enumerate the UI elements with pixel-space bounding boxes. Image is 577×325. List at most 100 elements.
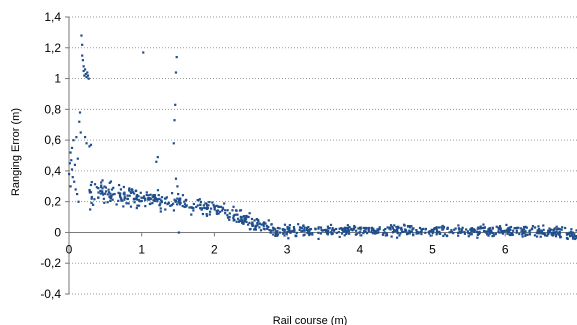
data-point-608 bbox=[536, 229, 539, 232]
data-point-881 bbox=[221, 207, 225, 210]
data-point-294 bbox=[287, 237, 290, 240]
data-point-805 bbox=[488, 227, 491, 230]
data-point-173 bbox=[524, 234, 527, 237]
data-point-401 bbox=[286, 228, 289, 231]
data-point-647 bbox=[226, 216, 230, 219]
y-tick-label-7: 0 bbox=[54, 225, 61, 239]
data-point-700 bbox=[174, 199, 178, 203]
data-point-534 bbox=[130, 188, 133, 191]
data-point-947 bbox=[446, 227, 449, 230]
data-point-449 bbox=[339, 227, 343, 230]
data-point-516 bbox=[570, 234, 573, 237]
data-point-711 bbox=[201, 212, 205, 216]
data-point-657 bbox=[147, 194, 150, 197]
data-point-689 bbox=[572, 235, 575, 239]
data-point-933 bbox=[119, 188, 123, 191]
data-point-919 bbox=[178, 198, 181, 201]
data-point-480 bbox=[463, 230, 466, 234]
data-point-413 bbox=[102, 197, 105, 200]
data-point-101 bbox=[93, 198, 96, 201]
y-tick-label-9: -0,4 bbox=[40, 287, 61, 301]
data-point-611 bbox=[504, 229, 507, 232]
data-point-907 bbox=[326, 233, 329, 236]
data-point-913 bbox=[303, 229, 306, 232]
data-point-411 bbox=[237, 220, 241, 223]
data-point-905 bbox=[385, 232, 388, 235]
data-point-317 bbox=[179, 201, 182, 204]
data-point-776 bbox=[441, 228, 444, 231]
data-point-845 bbox=[218, 210, 222, 213]
data-point-44 bbox=[172, 142, 175, 145]
data-point-719 bbox=[327, 226, 330, 230]
data-point-736 bbox=[397, 225, 400, 228]
data-point-335 bbox=[574, 237, 577, 241]
data-point-517 bbox=[396, 231, 399, 235]
data-point-88 bbox=[409, 230, 412, 233]
data-point-364 bbox=[371, 232, 374, 235]
data-point-682 bbox=[120, 197, 123, 201]
data-point-537 bbox=[518, 232, 521, 236]
data-point-270 bbox=[122, 185, 125, 189]
data-point-834 bbox=[568, 235, 572, 238]
data-point-617 bbox=[438, 230, 441, 233]
data-point-31 bbox=[87, 77, 90, 80]
data-point-32 bbox=[83, 136, 87, 139]
data-point-861 bbox=[183, 205, 186, 209]
data-point-892 bbox=[408, 232, 411, 235]
data-point-162 bbox=[164, 201, 167, 205]
data-point-467 bbox=[451, 231, 454, 234]
data-point-45 bbox=[156, 156, 159, 159]
data-point-847 bbox=[132, 197, 135, 201]
data-point-18 bbox=[79, 131, 82, 134]
data-point-111 bbox=[495, 225, 498, 228]
data-point-280 bbox=[396, 230, 399, 233]
data-point-340 bbox=[172, 209, 176, 212]
data-point-851 bbox=[372, 229, 376, 233]
data-point-303 bbox=[223, 202, 226, 205]
data-point-257 bbox=[343, 226, 347, 229]
data-point-692 bbox=[348, 225, 351, 229]
data-point-289 bbox=[262, 224, 265, 227]
data-point-171 bbox=[463, 232, 467, 235]
data-point-852 bbox=[159, 207, 162, 210]
data-point-577 bbox=[288, 224, 291, 227]
data-point-273 bbox=[126, 197, 129, 200]
data-point-447 bbox=[341, 228, 344, 231]
y-tick-label-8: -0,2 bbox=[40, 256, 61, 270]
y-tick-label-2: 1 bbox=[54, 72, 61, 86]
data-point-355 bbox=[349, 228, 352, 231]
data-point-639 bbox=[139, 200, 142, 203]
data-point-922 bbox=[100, 184, 103, 187]
data-point-181 bbox=[557, 227, 560, 230]
data-point-410 bbox=[258, 222, 261, 225]
data-point-622 bbox=[153, 194, 157, 197]
x-axis-title: Rail course (m) bbox=[273, 315, 348, 325]
data-point-650 bbox=[424, 227, 427, 230]
data-point-674 bbox=[288, 227, 291, 230]
data-point-196 bbox=[501, 232, 505, 235]
data-point-897 bbox=[325, 228, 328, 231]
data-point-910 bbox=[148, 197, 151, 200]
data-point-23 bbox=[82, 69, 85, 73]
data-point-6 bbox=[70, 146, 74, 150]
data-point-24 bbox=[82, 65, 85, 68]
data-point-164 bbox=[418, 226, 422, 230]
data-point-818 bbox=[224, 209, 227, 212]
data-point-755 bbox=[469, 233, 472, 236]
data-point-773 bbox=[314, 228, 317, 231]
data-point-668 bbox=[442, 227, 445, 230]
data-point-710 bbox=[226, 214, 229, 217]
data-point-843 bbox=[393, 228, 396, 232]
data-point-651 bbox=[573, 233, 576, 236]
x-tick-label-6: 6 bbox=[502, 242, 509, 256]
data-point-801 bbox=[123, 198, 126, 201]
data-point-39 bbox=[142, 51, 145, 54]
data-point-839 bbox=[205, 214, 209, 217]
data-point-325 bbox=[364, 230, 367, 233]
data-point-407 bbox=[450, 229, 453, 232]
data-point-742 bbox=[405, 233, 409, 236]
data-point-927 bbox=[112, 186, 115, 189]
data-point-221 bbox=[306, 231, 309, 235]
data-point-748 bbox=[353, 224, 356, 228]
data-point-544 bbox=[461, 226, 464, 229]
